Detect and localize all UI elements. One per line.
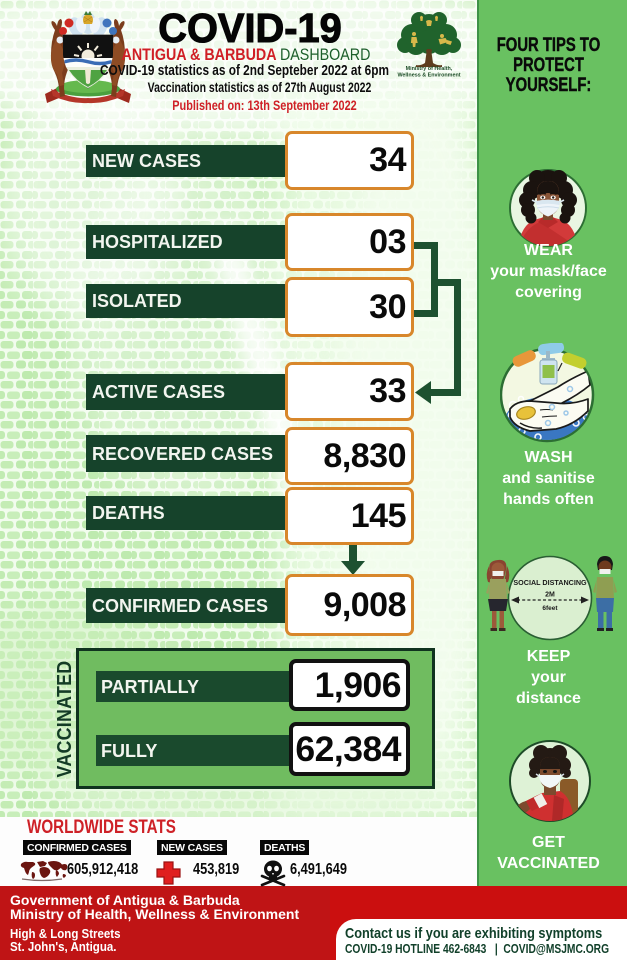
svg-text:Ministry of Health,: Ministry of Health, — [406, 66, 453, 72]
svg-text:SOCIAL DISTANCING: SOCIAL DISTANCING — [513, 578, 587, 587]
svg-text:2M: 2M — [545, 592, 555, 599]
svg-text:Wellness & Environment: Wellness & Environment — [397, 73, 460, 79]
svg-text:6feet: 6feet — [542, 605, 558, 612]
